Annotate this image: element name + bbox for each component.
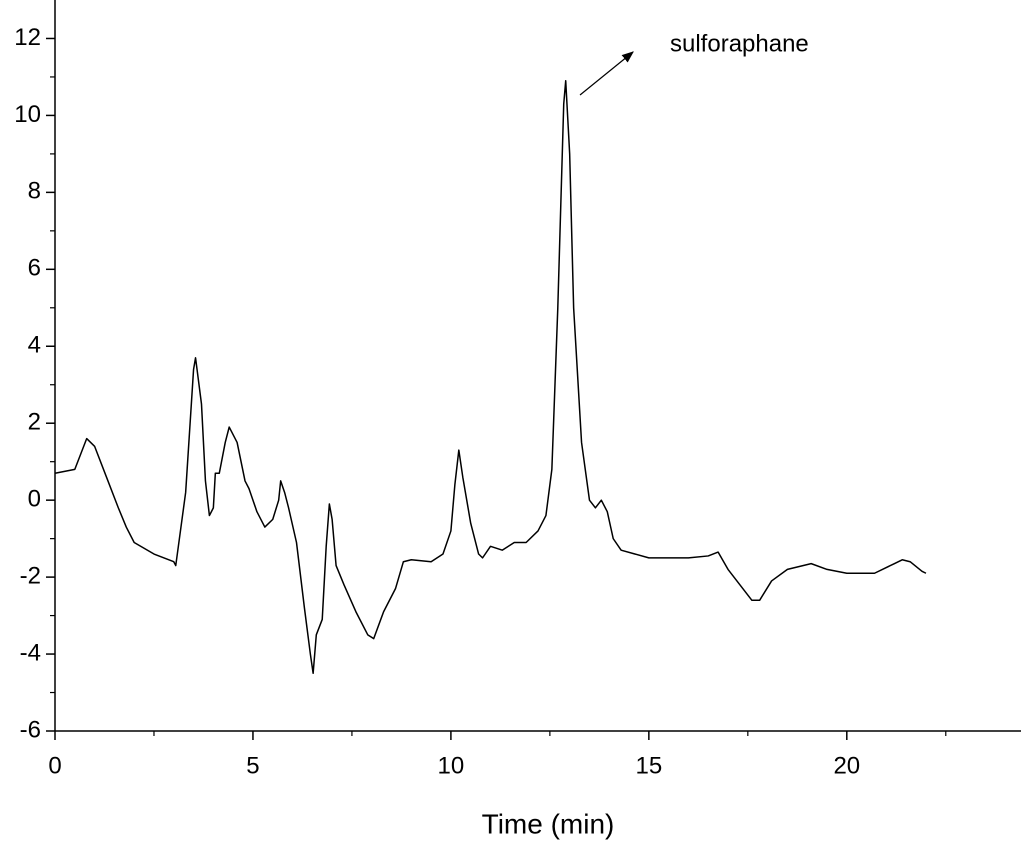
x-tick-label: 5 bbox=[246, 752, 259, 779]
y-tick-label: 2 bbox=[28, 409, 41, 436]
y-tick-label: -2 bbox=[20, 562, 41, 589]
x-tick-label: 15 bbox=[636, 752, 663, 779]
x-tick-label: 10 bbox=[438, 752, 465, 779]
annotation-arrow bbox=[579, 51, 634, 96]
x-tick-label: 20 bbox=[833, 752, 860, 779]
y-tick-label: 4 bbox=[28, 332, 41, 359]
y-tick-label: 12 bbox=[14, 24, 41, 51]
x-axis-label: Time (min) bbox=[482, 808, 615, 839]
y-tick-label: -4 bbox=[20, 639, 41, 666]
y-tick-label: 10 bbox=[14, 101, 41, 128]
data-line bbox=[54, 80, 927, 675]
x-tick-label: 0 bbox=[48, 752, 61, 779]
y-tick-label: 0 bbox=[28, 486, 41, 513]
y-tick-label: -6 bbox=[20, 716, 41, 743]
y-tick-label: 8 bbox=[28, 178, 41, 205]
y-tick-label: 6 bbox=[28, 255, 41, 282]
annotation: sulforaphane bbox=[670, 30, 809, 57]
